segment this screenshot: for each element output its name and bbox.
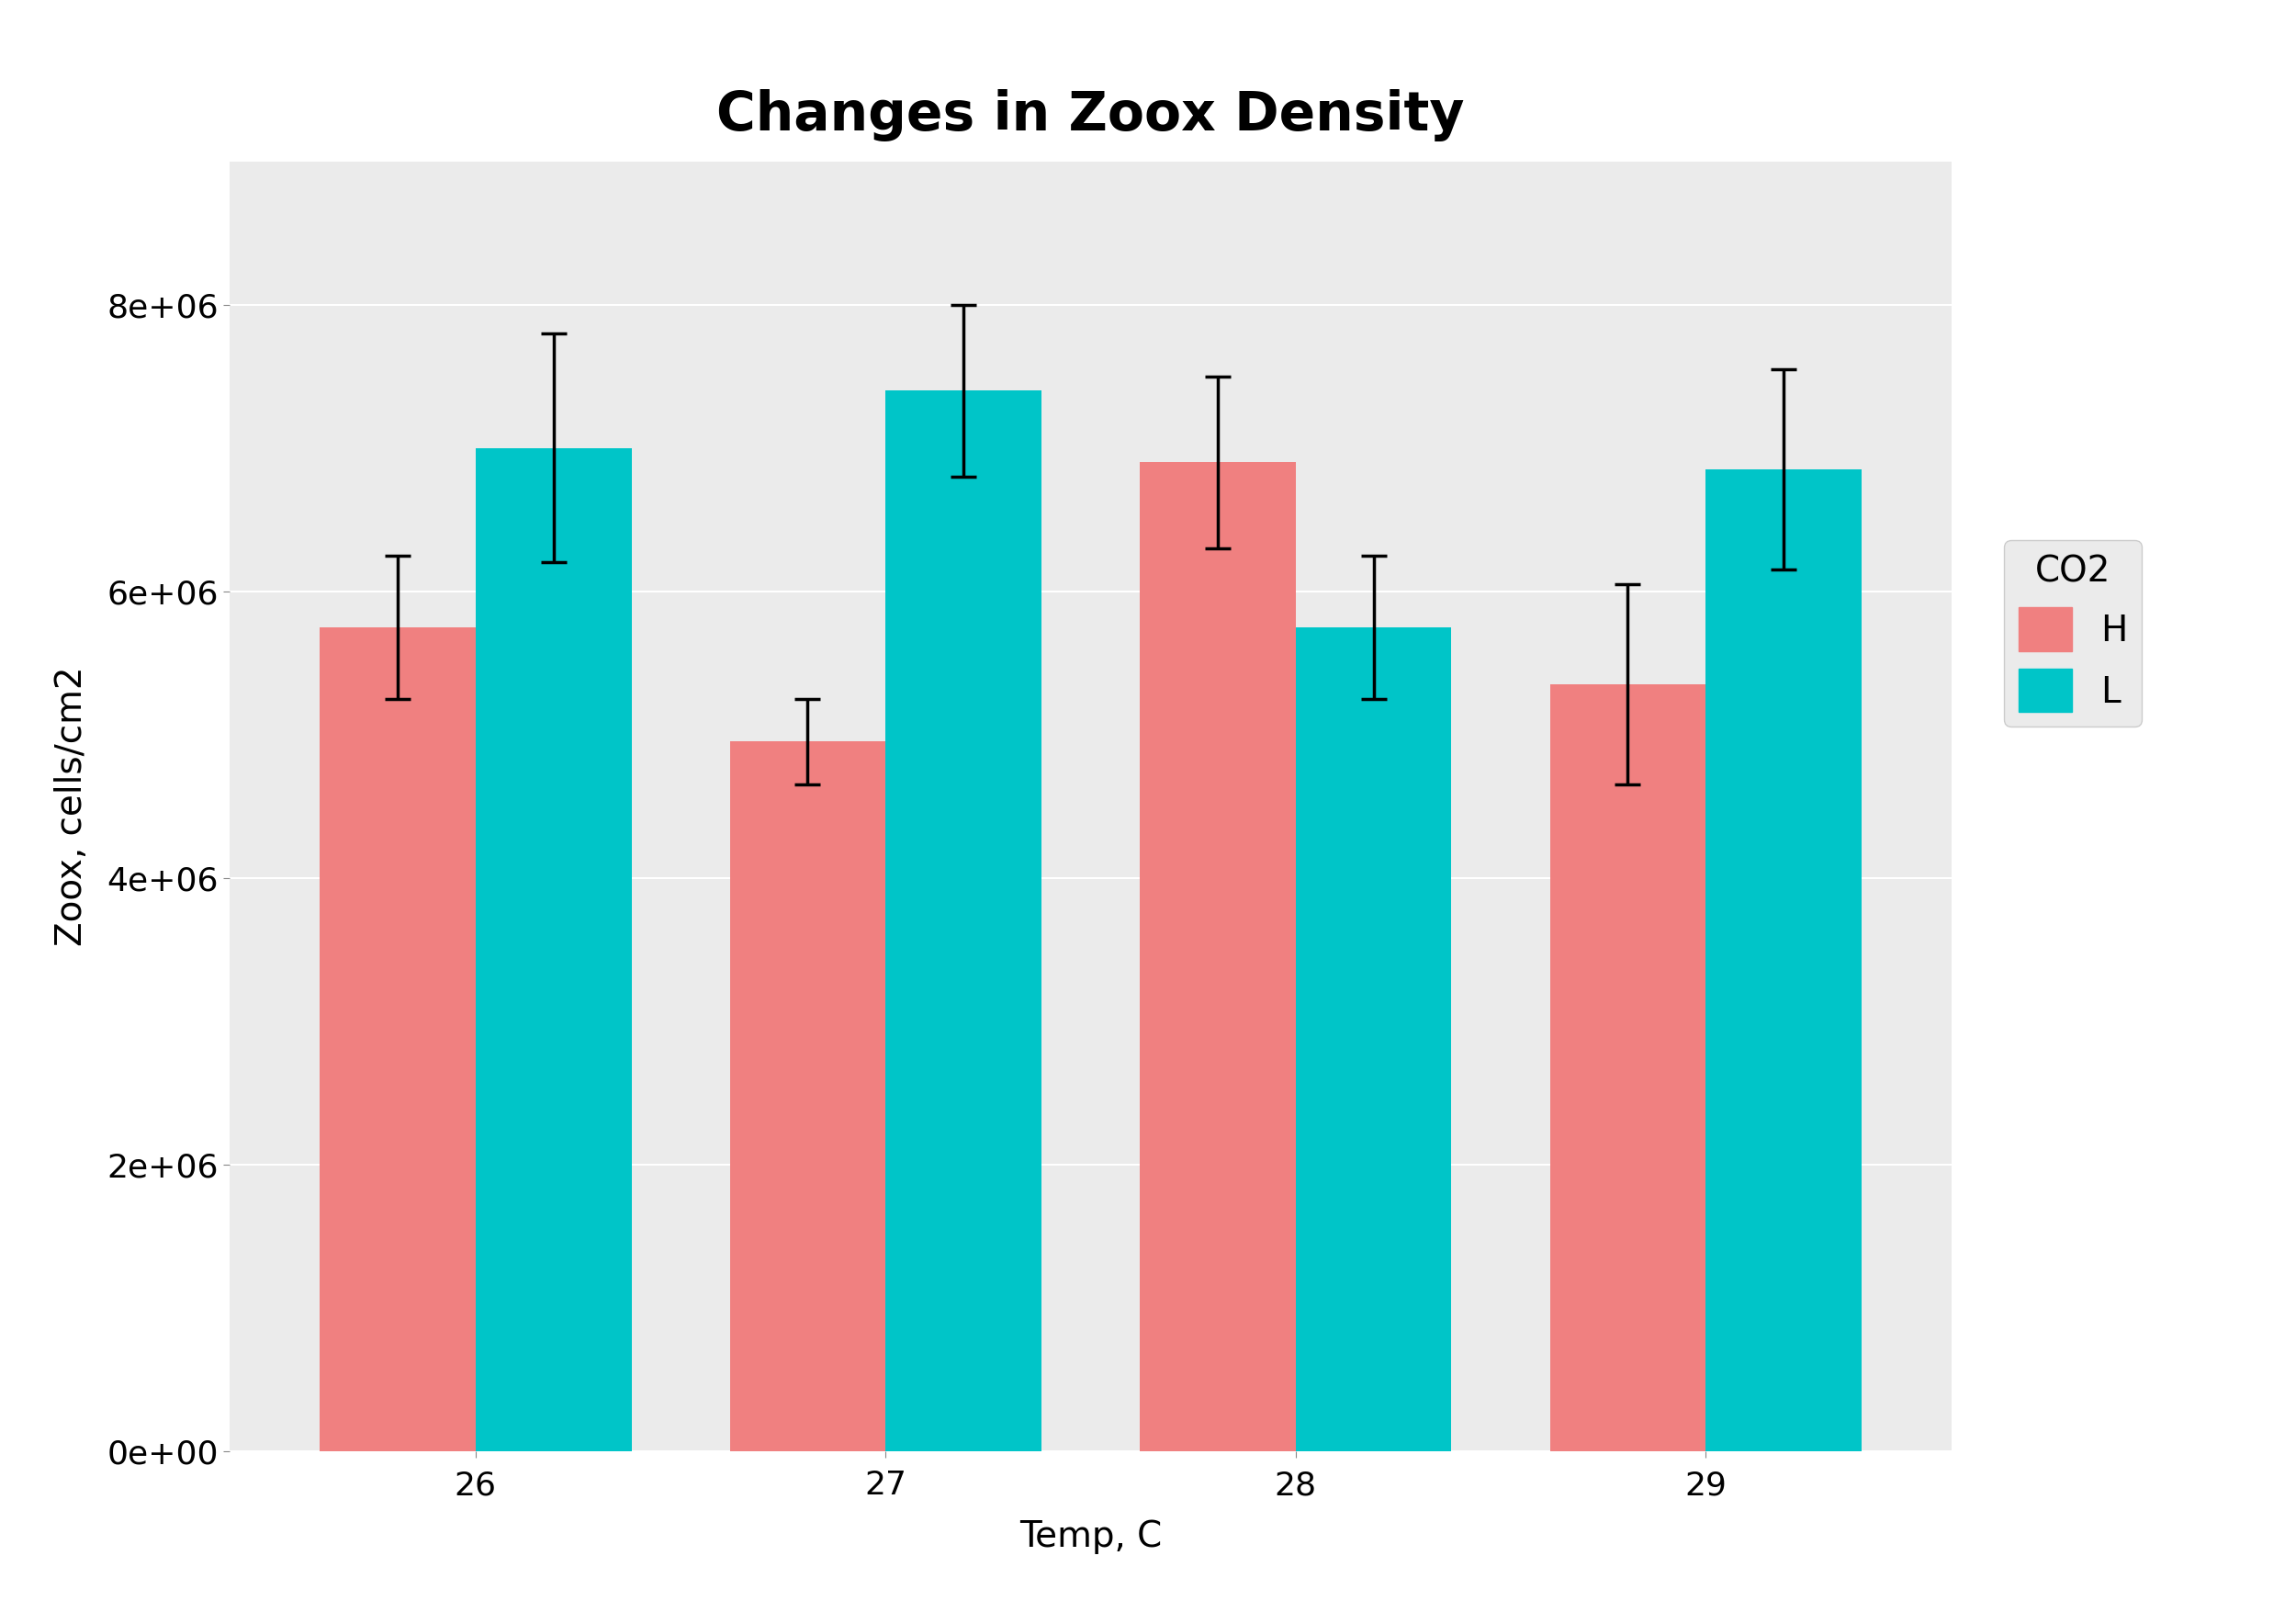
Legend: H, L: H, L xyxy=(2004,540,2142,727)
Bar xyxy=(730,742,886,1451)
Bar xyxy=(1295,627,1451,1451)
Bar xyxy=(319,627,475,1451)
Bar xyxy=(886,390,1042,1451)
Bar xyxy=(1550,683,1706,1451)
Title: Changes in Zoox Density: Changes in Zoox Density xyxy=(716,89,1465,142)
X-axis label: Temp, C: Temp, C xyxy=(1019,1519,1162,1554)
Bar xyxy=(1706,469,1862,1451)
Bar xyxy=(475,448,631,1451)
Y-axis label: Zoox, cells/cm2: Zoox, cells/cm2 xyxy=(55,666,90,946)
Bar xyxy=(1139,463,1295,1451)
